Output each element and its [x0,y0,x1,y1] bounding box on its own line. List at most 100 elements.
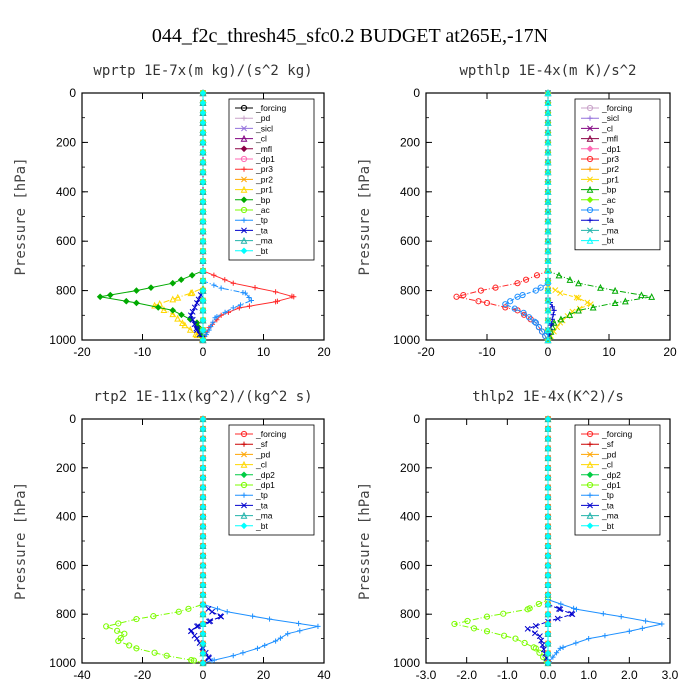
y-tick-label: 0 [413,412,420,426]
y-tick-label: 800 [56,607,76,621]
data-point [544,138,552,146]
data-point [544,296,552,304]
data-point [199,513,207,520]
data-point [151,301,159,309]
data-point [544,168,552,176]
legend-entry: _dp1 [255,480,275,490]
legend-entry: _sicl [601,113,619,123]
data-point [218,613,225,620]
legend-marker [586,511,594,519]
legend-marker [240,471,248,479]
legend-entry: _cl [255,460,267,470]
x-tick-label: -10 [134,345,152,359]
data-point [206,655,213,662]
series-bt [544,415,552,667]
data-point [199,610,207,618]
legend-entry: _tp [255,215,268,225]
data-point [199,444,207,452]
data-point [273,299,279,305]
data-point [544,610,552,618]
data-point [611,286,619,294]
legend-marker [240,481,248,489]
legend-entry: _ma [601,225,619,235]
data-point [212,315,218,321]
data-point [222,277,228,283]
data-point [544,581,552,589]
legend-entry: _bp [255,195,270,205]
x-tick-label: -2.0 [456,668,477,682]
y-axis-label: Pressure [hPa] [13,157,29,275]
data-point [147,284,155,291]
data-point [199,630,207,638]
data-point [175,608,182,615]
data-point [199,119,207,126]
data-point [193,299,200,306]
data-point [199,464,207,472]
legend-marker [241,451,247,458]
y-tick-label: 800 [400,607,420,621]
legend-marker [586,236,594,244]
data-point [539,641,546,648]
data-point [500,632,508,639]
data-point [586,636,592,642]
data-point [189,316,196,323]
legend-marker [241,217,247,223]
x-tick-label: -10 [478,345,496,359]
data-point [126,642,133,649]
legend-marker [586,196,594,204]
x-tick-label: 10 [602,345,616,359]
panel-title: thlp2 1E-4x(K^2)/s [472,389,624,405]
data-point [199,532,207,540]
data-point [199,640,207,647]
x-tick-label: 3.0 [662,668,679,682]
data-point [477,287,484,294]
series-bt [544,89,552,344]
x-tick-label: 0.0 [540,668,557,682]
y-tick-label: 0 [69,412,76,426]
data-point [475,298,482,305]
data-point [507,298,514,305]
data-point [544,493,552,501]
data-point [169,279,177,287]
legend-entry: _sicl [255,123,273,133]
legend-entry: _sf [601,439,614,449]
x-tick-label: 20 [257,668,271,682]
data-point [544,217,552,225]
data-point [568,610,575,617]
data-point [193,623,200,630]
legend-entry: _pr1 [255,185,273,195]
data-point [199,523,207,530]
data-point [285,631,291,637]
data-point [560,644,566,650]
legend-marker [587,492,593,498]
data-point [193,331,201,339]
data-point [544,435,552,442]
legend-marker [241,502,247,509]
data-point [537,284,544,291]
data-point [589,303,597,311]
legend-entry: _pr1 [601,174,619,184]
data-point [451,620,458,628]
data-point [187,289,195,297]
data-point [150,613,157,620]
series-pr1 [151,89,207,344]
data-point [544,188,552,195]
series-line [456,93,549,341]
data-point [230,305,236,311]
data-point [557,645,563,651]
data-point [133,287,140,294]
legend-marker [241,166,247,172]
legend-marker [586,481,594,489]
panel-title: wpthlp 1E-4x(m K)/s^2 [459,63,636,79]
data-point [648,293,656,300]
data-point [199,188,207,196]
data-point [199,287,207,294]
data-point [189,308,196,315]
data-point [199,267,207,275]
legend-marker [587,166,593,172]
legend-box [228,424,315,536]
legend-marker [586,185,594,193]
legend-marker [587,115,593,121]
y-tick-label: 0 [413,86,420,100]
legend-marker [586,134,594,142]
